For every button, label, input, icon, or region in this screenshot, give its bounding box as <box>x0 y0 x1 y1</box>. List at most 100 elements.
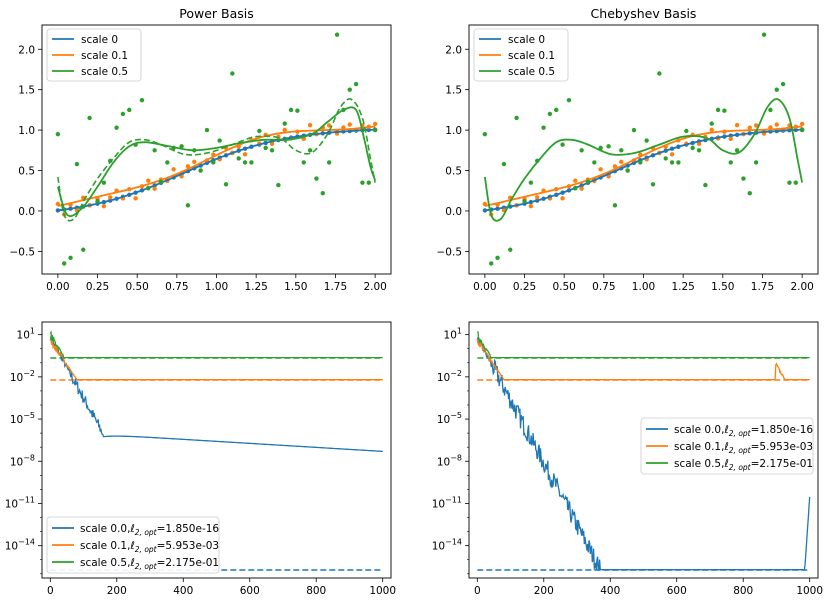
scale-0.5-true-line <box>57 98 376 222</box>
scale-0.5-point <box>676 160 681 165</box>
scale-0.5-point <box>495 255 500 261</box>
scale-0.5-point <box>146 186 151 191</box>
scale-0.1-point <box>579 186 584 191</box>
scale-0.5-point <box>295 108 300 113</box>
scale-0.5-point <box>257 128 262 134</box>
scale-0.1-fit-line <box>57 125 376 207</box>
legend: scale 0.0,ℓ2, opt=1.850e-16 scale 0.1,ℓ2,… <box>46 516 219 574</box>
scale-0.5-point <box>236 156 241 161</box>
scale-0.5-loss-line <box>49 330 383 359</box>
scale-0.5-point <box>55 131 61 137</box>
scale-0.5-point <box>114 125 119 130</box>
y-tick-label: 10−5 <box>10 411 35 426</box>
scale-0.5-fit-line <box>57 106 376 218</box>
scale-0.5-point <box>68 255 73 261</box>
scale-0.1-point <box>728 136 733 142</box>
scale-0.1-point <box>734 122 740 128</box>
x-tick-label: 0.00 <box>473 281 496 293</box>
x-tick-label: 400 <box>600 585 620 597</box>
scale-0.1-point <box>612 164 618 169</box>
legend-label: scale 0.5 <box>81 66 128 78</box>
plot-area <box>482 32 805 266</box>
y-tick-label: 10−8 <box>437 453 462 468</box>
scale-0.5-point <box>799 127 805 133</box>
scale-0.1-point <box>372 121 378 127</box>
y-tick-label: 101 <box>444 327 462 342</box>
scale-0.1-point <box>269 141 275 147</box>
scale-0.1-point <box>185 164 191 169</box>
scale-0.5-point <box>768 107 773 113</box>
x-tick-label: 400 <box>173 585 193 597</box>
scale-0.1-point <box>573 178 578 183</box>
scale-0.5-point <box>301 160 306 165</box>
scale-0.1-loss-line <box>476 338 810 381</box>
scale-0.5-point <box>547 111 553 117</box>
scale-0.5-point <box>87 115 92 121</box>
x-tick-label: 0 <box>474 585 481 597</box>
x-tick-label: 1.50 <box>284 281 307 293</box>
axes-frame <box>468 321 819 579</box>
scale-0.5-point <box>326 160 332 165</box>
scale-0.5-point <box>372 127 378 133</box>
scale-0.5-point <box>360 180 365 185</box>
scale-0.5-point <box>612 203 618 208</box>
scatter-panel-0: 0.00 0.25 0.50 0.75 1.00 1.25 1.50 1.75 2.00 −0.5… <box>10 6 392 293</box>
y-tick-label: 2.0 <box>445 44 462 56</box>
scale-0.5-point <box>139 97 145 103</box>
y-tick-label: 10−5 <box>437 411 462 426</box>
scale-0-point <box>55 208 61 213</box>
scale-0.5-point <box>282 121 287 126</box>
scale-0.5-point <box>741 176 746 181</box>
x-tick-label: 800 <box>306 585 326 597</box>
scale-0.5-point <box>489 261 494 266</box>
y-tick-label: 101 <box>17 327 35 342</box>
scale-0.5-point <box>573 186 578 191</box>
y-tick-label: 1.0 <box>18 125 35 137</box>
y-tick-label: 10−11 <box>432 495 462 510</box>
scale-0-fit-line <box>57 128 376 212</box>
scale-0.1-point <box>242 152 248 157</box>
scale-0.5-point <box>522 199 527 204</box>
scale-0.5-point <box>501 161 507 167</box>
scale-0.5-point <box>514 115 519 121</box>
x-tick-label: 800 <box>733 585 753 597</box>
legend-label: scale 0 <box>508 34 545 46</box>
scale-0.5-point <box>334 32 340 37</box>
scale-0.5-point <box>74 161 80 167</box>
scale-0.5-point <box>728 160 733 165</box>
plot-area <box>476 331 811 571</box>
x-tick-label: 1.50 <box>711 281 734 293</box>
legend-label: scale 0.5,ℓ2, opt=2.175e-01 <box>674 458 813 472</box>
scale-0.5-point <box>793 180 798 185</box>
scale-0.1-point <box>753 123 759 128</box>
scale-0.5-point <box>703 182 708 188</box>
scale-0.5-point <box>366 180 371 185</box>
scale-0.5-point <box>81 247 86 252</box>
scale-0-true-line <box>484 128 803 212</box>
x-tick-label: 1.00 <box>205 281 228 293</box>
x-tick-label: 200 <box>534 585 554 597</box>
scale-0.5-point <box>690 145 695 151</box>
scale-0.5-point <box>211 160 216 165</box>
axes-frame <box>41 321 392 579</box>
scale-0.5-point <box>120 111 126 117</box>
scale-0.1-fit-line <box>484 125 803 207</box>
plot-area <box>55 32 378 266</box>
scale-0.5-point <box>217 138 222 143</box>
legend-label: scale 0 <box>81 34 118 46</box>
x-tick-label: 0.00 <box>46 281 69 293</box>
scale-0.1-point <box>799 121 805 127</box>
y-tick-label: 0.5 <box>18 166 35 178</box>
x-tick-label: 1.75 <box>751 281 774 293</box>
scale-0.5-point <box>185 203 191 208</box>
scale-0.1-point <box>747 125 752 130</box>
scale-0-point <box>482 208 488 213</box>
x-tick-label: 1000 <box>369 585 396 597</box>
legend-box <box>46 28 142 82</box>
scale-0.5-point <box>663 156 668 161</box>
scale-0.5-point <box>747 190 752 196</box>
x-tick-label: 0.25 <box>86 281 109 293</box>
legend: scale 0 scale 0.1 scale 0.5 <box>473 28 569 82</box>
scale-0.5-point <box>307 148 313 153</box>
